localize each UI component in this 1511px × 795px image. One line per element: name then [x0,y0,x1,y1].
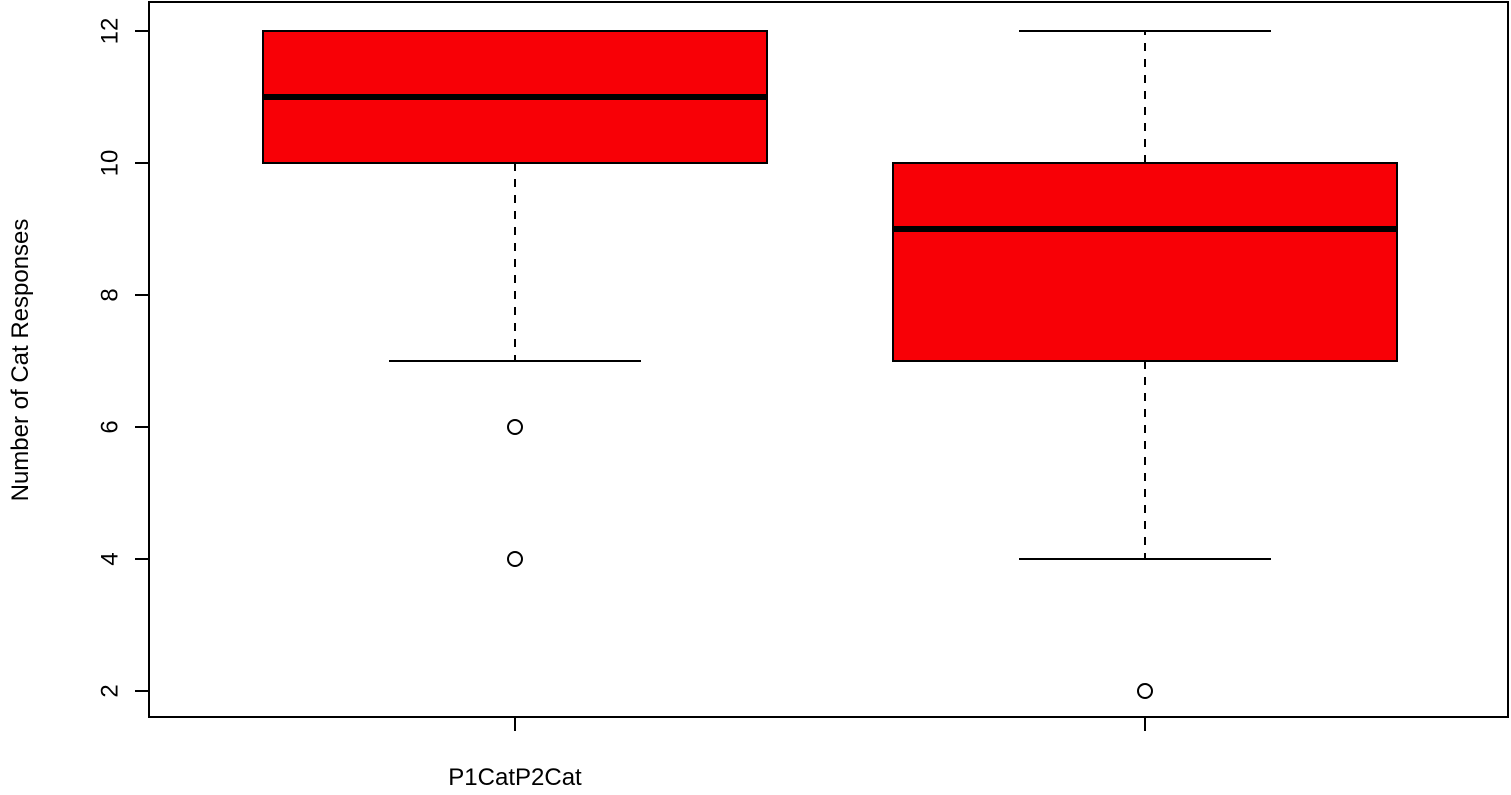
y-tick-label: 10 [96,150,123,177]
plot-frame [148,1,1509,718]
y-tick-label: 2 [96,684,123,697]
box-group [262,30,768,567]
y-tick-label: 12 [96,18,123,45]
outlier-point [507,551,523,567]
y-axis: 2 4 6 8 10 12 [96,18,149,698]
outlier-point [507,419,523,435]
x-tick-label: P1CatP2Cat [448,764,582,790]
y-axis-label: Number of Cat Responses [7,219,34,502]
box-iqr [892,162,1398,362]
y-tick-label: 4 [96,552,123,565]
x-axis [514,717,1146,731]
boxes-layer [262,30,1398,699]
y-tick-label: 8 [96,288,123,301]
outlier-point [1137,683,1153,699]
y-tick-label: 6 [96,420,123,433]
box-group [892,30,1398,699]
